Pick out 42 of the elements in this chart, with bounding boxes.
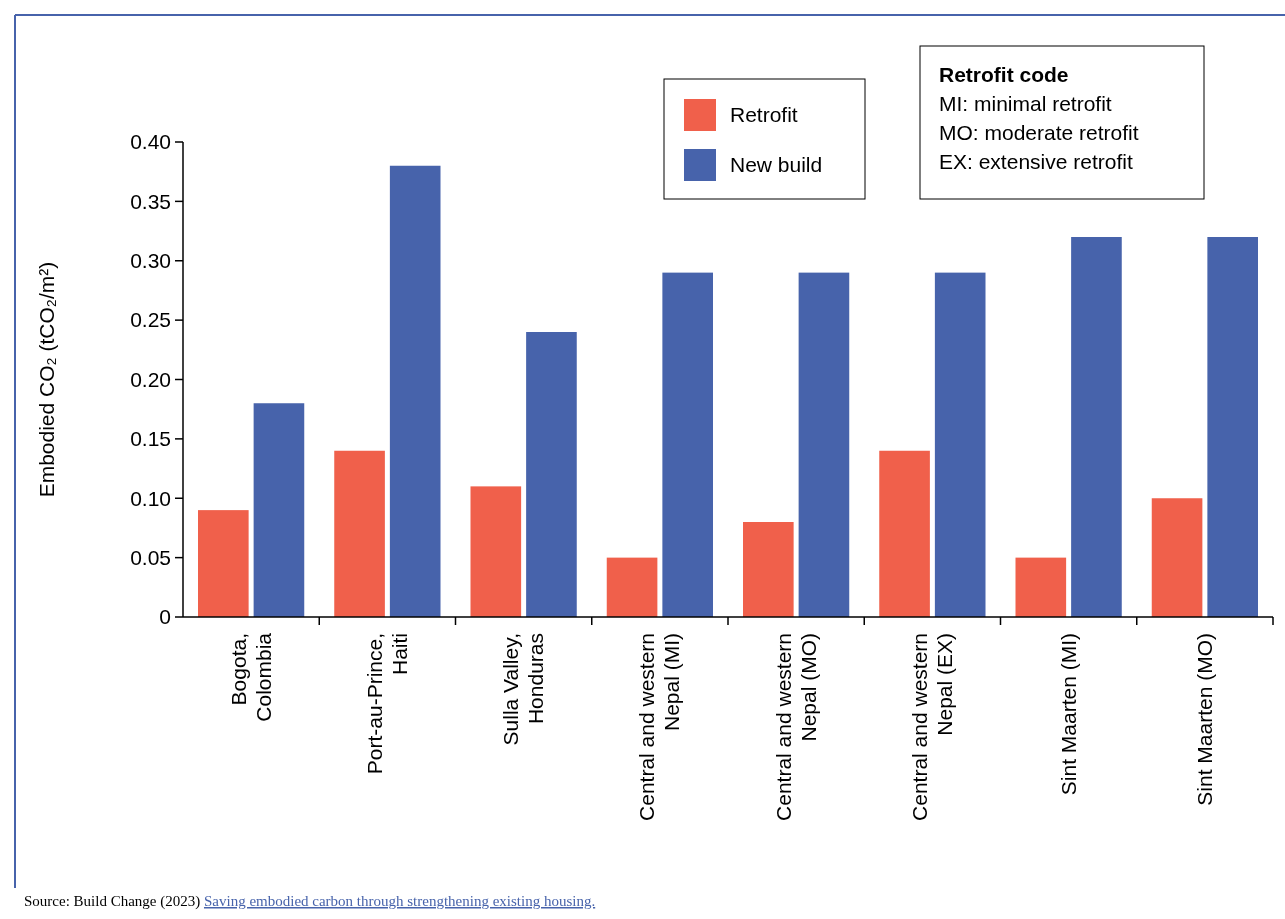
x-tick-label: Bogota, Colombia xyxy=(226,632,275,722)
annotation: MO: moderate retrofit xyxy=(939,121,1139,144)
bar xyxy=(470,486,522,617)
x-tick-label: Central and western Nepal (MI) xyxy=(635,633,684,821)
y-tick-label: 0.05 xyxy=(130,545,171,569)
y-tick-label: 0 xyxy=(159,605,171,629)
text: Saving embodied carbon through strengthening existing housing. xyxy=(203,893,596,909)
x-tick-label: Sint Maarten (MI) xyxy=(1056,633,1080,796)
source-note: Source: Build Change (2023) xyxy=(24,893,201,909)
text: Retrofit code xyxy=(939,63,1069,86)
bar xyxy=(743,522,794,617)
x-tick-label: Central and western Nepal (MO) xyxy=(771,633,820,821)
bar xyxy=(253,403,305,617)
x-tick-label: Port-au-Prince, Haiti xyxy=(362,633,411,775)
bar xyxy=(1071,237,1122,617)
bar xyxy=(1207,237,1259,617)
bar xyxy=(334,450,385,617)
legend-label: New build xyxy=(730,153,823,177)
bar xyxy=(934,272,986,617)
bar xyxy=(1151,498,1203,617)
annotation: EX: extensive retrofit xyxy=(939,150,1133,173)
bar xyxy=(798,272,850,617)
bar xyxy=(389,165,441,617)
x-tick-label: Sint Maarten (MO) xyxy=(1192,633,1216,806)
y-tick-label: 0.10 xyxy=(130,486,171,510)
text: MI: minimal retrofit xyxy=(939,92,1112,115)
bar xyxy=(662,272,713,617)
bar xyxy=(606,557,658,617)
y-tick-label: 0.35 xyxy=(130,189,171,213)
bar xyxy=(1015,557,1067,617)
y-tick-label: 0.15 xyxy=(130,427,171,451)
legend-label: Retrofit xyxy=(730,103,798,127)
x-tick-label: Sulla Valley, Honduras xyxy=(499,633,548,746)
y-tick-label: 0.30 xyxy=(130,249,171,273)
y-tick-label: 0.40 xyxy=(130,130,171,154)
bar xyxy=(198,510,249,617)
x-tick-label: Central and western Nepal (EX) xyxy=(907,633,956,821)
bar xyxy=(879,450,930,617)
y-tick-label: 0.20 xyxy=(130,367,171,391)
y-axis-title: Embodied CO₂ (tCO₂/m²) xyxy=(35,261,58,498)
bar xyxy=(526,332,577,617)
y-tick-label: 0.25 xyxy=(130,308,171,332)
